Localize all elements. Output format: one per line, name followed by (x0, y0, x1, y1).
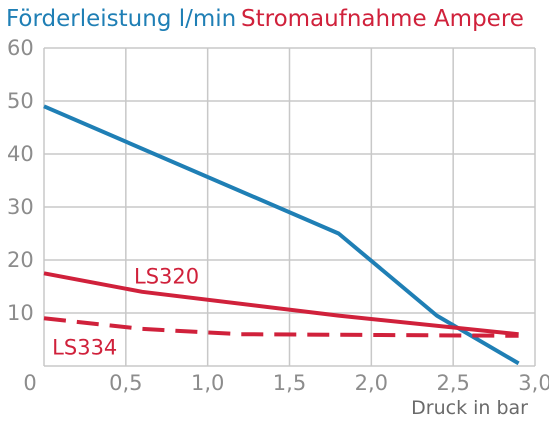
x-tick-label: 0 (23, 371, 36, 395)
y-tick-label: 50 (7, 89, 34, 113)
x-tick-label: 3,0 (518, 371, 549, 395)
y-tick-label: 20 (7, 248, 34, 272)
series-label-ls320: LS320 (134, 264, 199, 288)
y-axis-ticks: 10 20 30 40 50 60 (7, 36, 34, 325)
series-line (43, 104, 520, 366)
y-tick-label: 10 (7, 301, 34, 325)
x-tick-label: 2,5 (436, 371, 469, 395)
series-line (43, 316, 519, 338)
y-tick-label: 30 (7, 195, 34, 219)
y-tick-label: 40 (7, 142, 34, 166)
grid (43, 47, 536, 367)
x-tick-label: 2,0 (355, 371, 388, 395)
x-axis-label: Druck in bar (411, 397, 528, 419)
x-tick-label: 1,0 (191, 371, 224, 395)
x-tick-label: 1,5 (273, 371, 306, 395)
series-lines (43, 104, 520, 366)
series-line (43, 271, 519, 337)
x-axis-ticks: 0 0,5 1,0 1,5 2,0 2,5 3,0 (23, 371, 549, 395)
x-tick-label: 0,5 (109, 371, 142, 395)
chart-title-right: Stromaufnahme Ampere (241, 6, 524, 32)
chart-title-left: Förderleistung l/min (6, 6, 236, 32)
y-tick-label: 60 (7, 36, 34, 60)
series-label-ls334: LS334 (52, 335, 117, 359)
